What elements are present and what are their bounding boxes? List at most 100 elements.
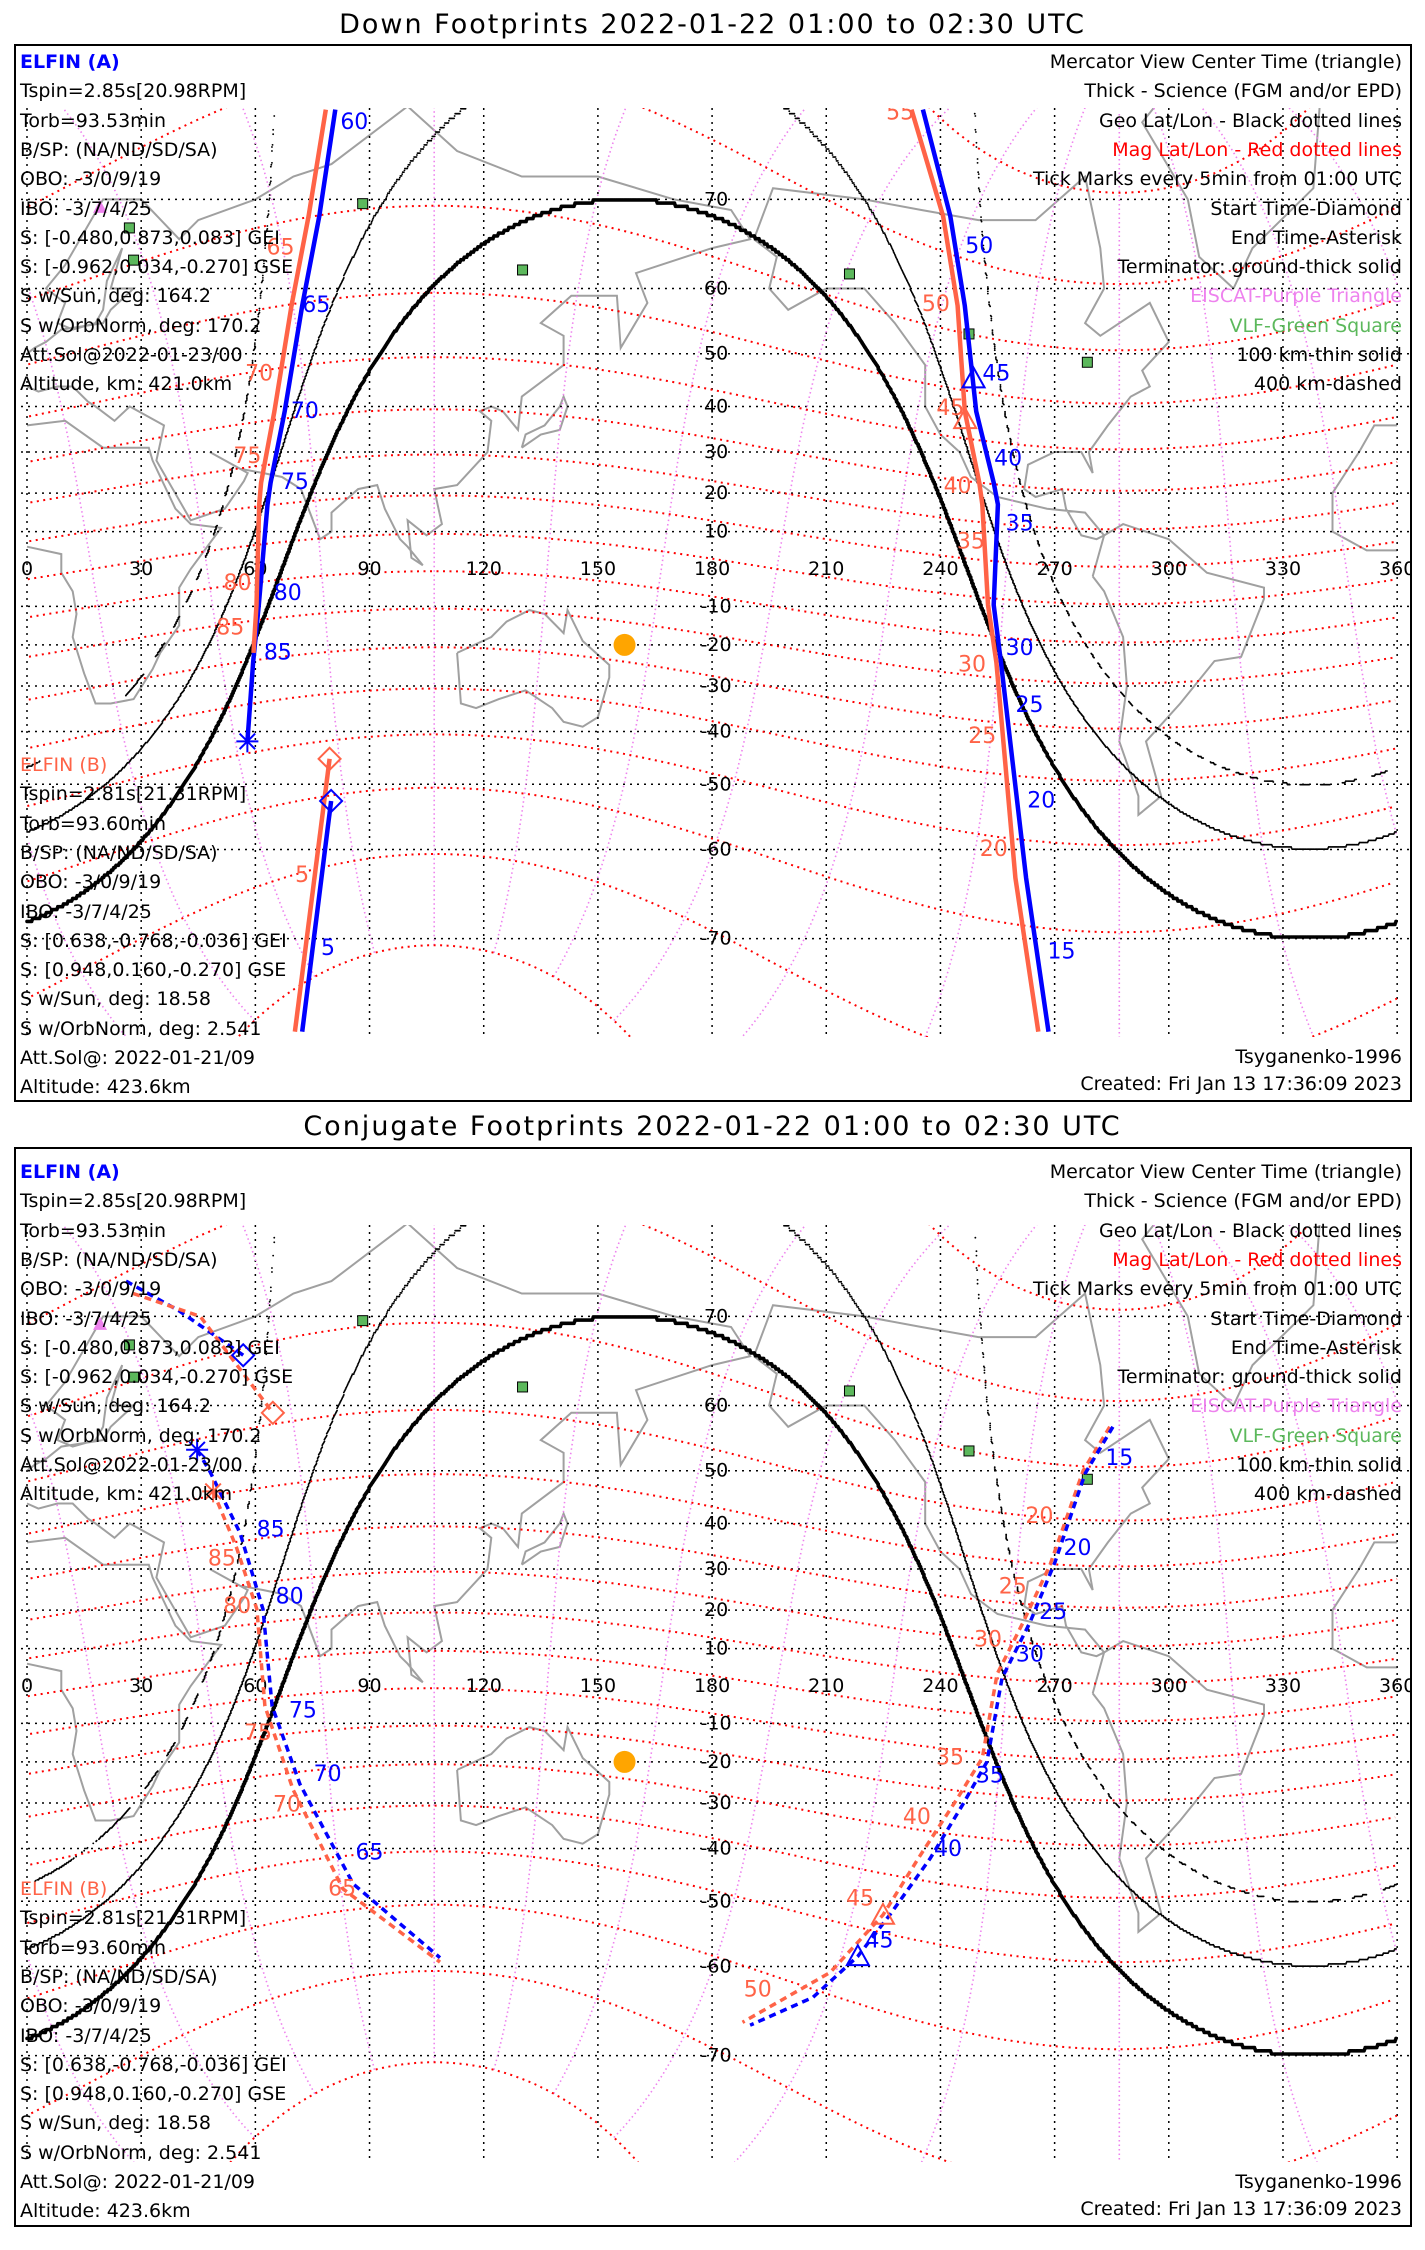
vlf-station-square bbox=[123, 1339, 135, 1351]
elfin-b-info-line: S w/OrbNorm, deg: 2.541 bbox=[20, 2141, 262, 2164]
elfin-b-info-line: OBO: -3/0/9/19 bbox=[20, 871, 162, 894]
center-time-triangle bbox=[845, 1943, 871, 1967]
lat-tick-label: 10 bbox=[704, 521, 728, 543]
track-time-label: 5 bbox=[321, 936, 335, 961]
legend-line: End Time-Asterisk bbox=[1230, 226, 1402, 249]
elfin-b-info-line: B/SP: (NA/ND/SD/SA) bbox=[20, 841, 218, 864]
elfin-b-info-line: S: [0.638,-0.768,-0.036] GEI bbox=[20, 929, 287, 952]
track-time-label: 40 bbox=[934, 1837, 962, 1862]
lon-tick-label: 300 bbox=[1151, 558, 1187, 580]
legend-line: 100 km-thin solid bbox=[1236, 1454, 1402, 1476]
track-time-label: 40 bbox=[944, 474, 972, 499]
vlf-station-square bbox=[843, 268, 855, 280]
start-time-diamond bbox=[230, 1342, 256, 1368]
start-time-diamond bbox=[260, 1400, 286, 1426]
vlf-station-square bbox=[1081, 356, 1093, 368]
track-time-label: 40 bbox=[903, 1805, 931, 1830]
elfin-b-info-line: Att.Sol@: 2022-01-21/09 bbox=[20, 2171, 256, 2193]
track-time-label: 75 bbox=[289, 1698, 317, 1723]
track-time-label: 25 bbox=[1016, 693, 1044, 718]
track-time-label: 50 bbox=[965, 234, 993, 259]
terminator-400km bbox=[26, 112, 1388, 786]
mag-lat-line bbox=[28, 1473, 1396, 1568]
legend-line: Thick - Science (FGM and/or EPD) bbox=[1084, 1190, 1402, 1213]
legend-line: EISCAT-Purple Triangle bbox=[1190, 285, 1402, 308]
elfin-a-info-line: B/SP: (NA/ND/SD/SA) bbox=[20, 138, 218, 161]
elfin-a-info-line: Att.Sol@2022-01-23/00 bbox=[20, 1454, 243, 1476]
vlf-station-square bbox=[128, 254, 140, 266]
mag-lon-line bbox=[27, 108, 1398, 1037]
legend-line: Mercator View Center Time (triangle) bbox=[1049, 51, 1402, 73]
mag-lat-line bbox=[30, 1525, 1398, 1609]
track-time-label: 15 bbox=[1105, 1446, 1133, 1471]
elfin-a-info-line: Att.Sol@2022-01-23/00 bbox=[20, 344, 243, 366]
legend-line: Geo Lat/Lon - Black dotted lines bbox=[1098, 109, 1402, 132]
lat-tick-label: 70 bbox=[704, 1305, 728, 1327]
track-time-label: 45 bbox=[936, 396, 964, 421]
lat-tick-label: -50 bbox=[701, 1890, 732, 1912]
track-time-label: 70 bbox=[245, 361, 273, 386]
asterisk-stroke bbox=[204, 1482, 222, 1500]
terminator-ground bbox=[25, 198, 1398, 939]
legend-line: EISCAT-Purple Triangle bbox=[1190, 1395, 1402, 1418]
lat-tick-label: 40 bbox=[704, 396, 728, 418]
mag-lat-line bbox=[30, 1804, 1397, 1899]
coastline bbox=[26, 108, 752, 567]
lat-tick-label: 50 bbox=[704, 343, 728, 365]
track-time-label: 85 bbox=[216, 616, 244, 641]
created-timestamp: Created: Fri Jan 13 17:36:09 2023 bbox=[1080, 2198, 1402, 2220]
elfin-a-name: ELFIN (A) bbox=[20, 51, 120, 73]
mag-lon-line bbox=[28, 108, 1398, 1022]
mag-lon-line bbox=[28, 1225, 1398, 2139]
track-time-label: 85 bbox=[208, 1547, 236, 1572]
lon-tick-label: 180 bbox=[694, 1675, 730, 1697]
created-timestamp: Created: Fri Jan 13 17:36:09 2023 bbox=[1080, 1073, 1402, 1095]
elfin-a-info-line: Altitude, km: 421.0km bbox=[20, 1483, 233, 1506]
lon-tick-label: 0 bbox=[21, 1675, 33, 1697]
elfin-a-conj-track-east bbox=[749, 1425, 1115, 2027]
elfin-a-info-line: IBO: -3/7/4/25 bbox=[20, 1307, 152, 1330]
lat-tick-label: 20 bbox=[704, 482, 728, 504]
track-time-label: 80 bbox=[223, 1594, 251, 1619]
lat-tick-label: -40 bbox=[701, 720, 732, 742]
legend-line: VLF-Green Square bbox=[1229, 1424, 1402, 1447]
mag-lat-line bbox=[28, 607, 1396, 685]
terminator-100km bbox=[26, 1225, 1397, 1967]
lon-tick-label: 240 bbox=[922, 1675, 958, 1697]
elfin-a-info-line: S w/OrbNorm, deg: 170.2 bbox=[20, 314, 262, 337]
elfin-b-info-line: Tspin=2.81s[21.31RPM] bbox=[20, 783, 247, 806]
lon-tick-label: 30 bbox=[129, 1675, 153, 1697]
elfin-b-track-south-blue bbox=[299, 800, 334, 1032]
track-time-label: 15 bbox=[1047, 940, 1075, 965]
mag-lon-line bbox=[553, 108, 807, 977]
mag-lat-line bbox=[27, 1321, 1396, 1469]
coastline bbox=[26, 1536, 223, 1822]
track-time-label: 45 bbox=[982, 361, 1010, 386]
coastline bbox=[26, 1225, 752, 1684]
lon-tick-label: 90 bbox=[357, 1675, 381, 1697]
start-time-diamond bbox=[317, 746, 342, 772]
elfin-a-info-line: Altitude, km: 421.0km bbox=[20, 373, 233, 396]
track-time-label: 30 bbox=[1016, 1643, 1044, 1668]
elfin-b-info-line: S w/Sun, deg: 18.58 bbox=[20, 2112, 211, 2135]
vlf-station-square bbox=[357, 198, 369, 210]
lat-tick-label: 40 bbox=[704, 1513, 728, 1535]
lat-tick-label: 50 bbox=[704, 1460, 728, 1482]
lon-tick-label: 120 bbox=[466, 1675, 502, 1697]
coastline bbox=[26, 419, 223, 705]
elfin-b-info-line: Altitude: 423.6km bbox=[20, 1076, 191, 1099]
track-time-label: 30 bbox=[958, 653, 986, 678]
elfin-b-conj-track-west bbox=[211, 1490, 442, 1964]
vlf-station-square bbox=[843, 1385, 855, 1397]
elfin-b-name: ELFIN (B) bbox=[20, 754, 108, 776]
mag-lon-line bbox=[553, 1225, 807, 2094]
elfin-a-info-line: OBO: -3/0/9/19 bbox=[20, 168, 162, 191]
legend-line: Mercator View Center Time (triangle) bbox=[1049, 1161, 1402, 1183]
legend-line: 100 km-thin solid bbox=[1236, 344, 1402, 366]
lon-tick-label: 360 bbox=[1379, 558, 1415, 580]
elfin-b-info-line: B/SP: (NA/ND/SD/SA) bbox=[20, 1965, 218, 1988]
elfin-b-info-line: Torb=93.60min bbox=[20, 1936, 167, 1959]
track-time-label: 65 bbox=[328, 1876, 356, 1901]
vlf-station-square bbox=[963, 1445, 975, 1457]
mag-lat-line bbox=[27, 204, 1396, 352]
